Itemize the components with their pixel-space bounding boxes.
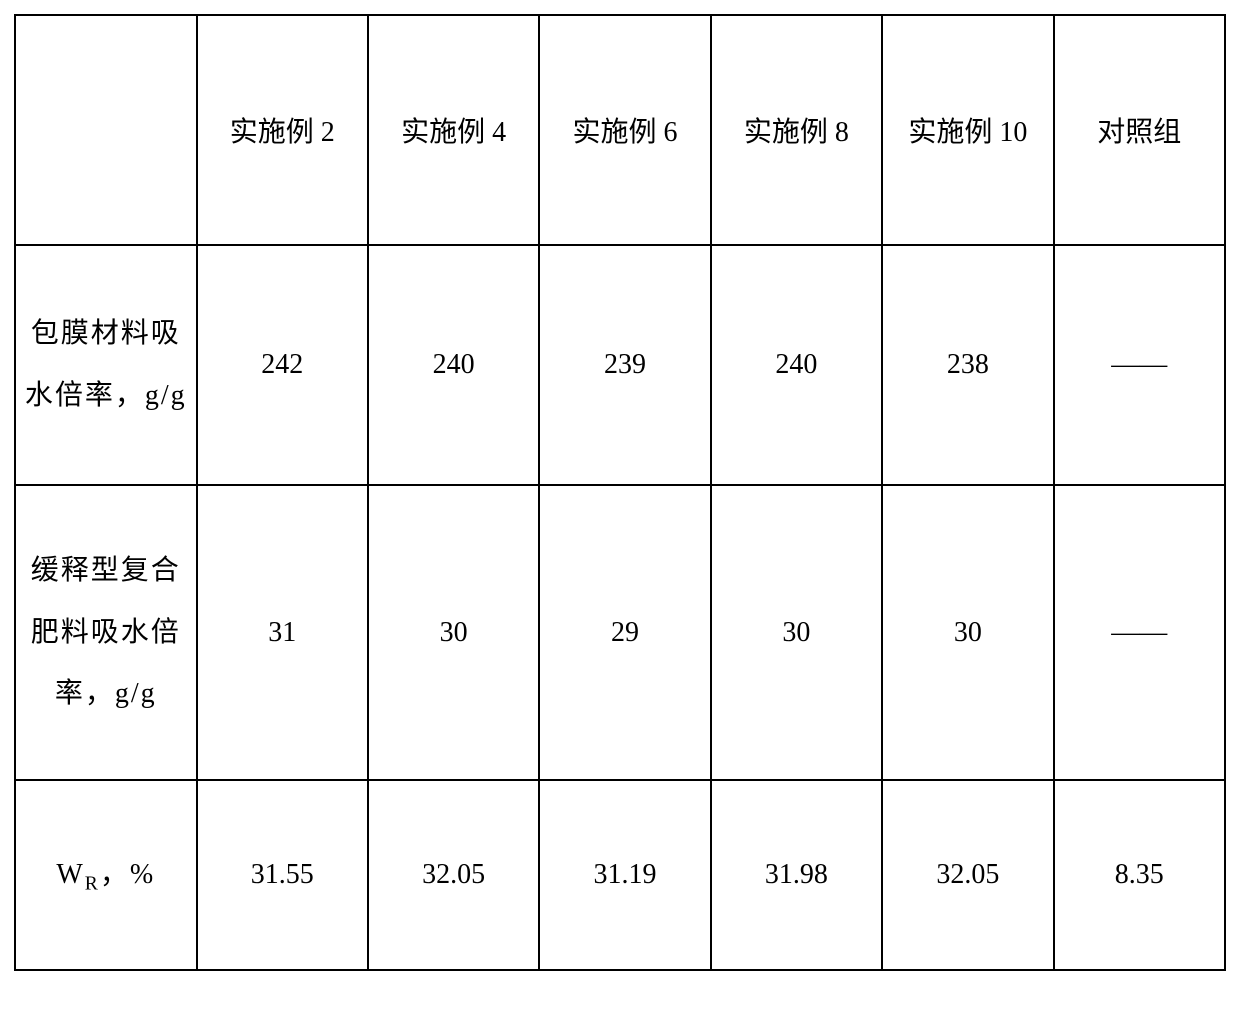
data-cell: 30 — [711, 485, 882, 780]
header-cell-example-8: 实施例 8 — [711, 15, 882, 245]
data-cell: 31 — [197, 485, 368, 780]
row-header-wr-percent: WR，% — [15, 780, 197, 970]
table-row: 包膜材料吸水倍率，g/g 242 240 239 240 238 —— — [15, 245, 1225, 485]
data-cell: 30 — [368, 485, 539, 780]
data-cell: 240 — [711, 245, 882, 485]
data-cell: 8.35 — [1054, 780, 1225, 970]
row-header-fertilizer-absorption: 缓释型复合肥料吸水倍率，g/g — [15, 485, 197, 780]
data-cell: 31.19 — [539, 780, 710, 970]
header-cell-example-6: 实施例 6 — [539, 15, 710, 245]
data-cell: —— — [1054, 245, 1225, 485]
data-table: 实施例 2 实施例 4 实施例 6 实施例 8 实施例 10 对照组 包膜材料吸… — [14, 14, 1226, 971]
row-header-coating-absorption: 包膜材料吸水倍率，g/g — [15, 245, 197, 485]
header-cell-empty — [15, 15, 197, 245]
data-cell: 238 — [882, 245, 1053, 485]
header-cell-example-2: 实施例 2 — [197, 15, 368, 245]
data-cell: 29 — [539, 485, 710, 780]
header-cell-example-4: 实施例 4 — [368, 15, 539, 245]
data-cell: 31.55 — [197, 780, 368, 970]
header-cell-example-10: 实施例 10 — [882, 15, 1053, 245]
data-cell: 239 — [539, 245, 710, 485]
header-cell-control-group: 对照组 — [1054, 15, 1225, 245]
table-row: 缓释型复合肥料吸水倍率，g/g 31 30 29 30 30 —— — [15, 485, 1225, 780]
data-cell: 31.98 — [711, 780, 882, 970]
table-row: WR，% 31.55 32.05 31.19 31.98 32.05 8.35 — [15, 780, 1225, 970]
table-header-row: 实施例 2 实施例 4 实施例 6 实施例 8 实施例 10 对照组 — [15, 15, 1225, 245]
data-cell: —— — [1054, 485, 1225, 780]
data-cell: 30 — [882, 485, 1053, 780]
data-cell: 242 — [197, 245, 368, 485]
data-cell: 32.05 — [882, 780, 1053, 970]
data-cell: 240 — [368, 245, 539, 485]
data-cell: 32.05 — [368, 780, 539, 970]
table-container: 实施例 2 实施例 4 实施例 6 实施例 8 实施例 10 对照组 包膜材料吸… — [14, 14, 1226, 971]
